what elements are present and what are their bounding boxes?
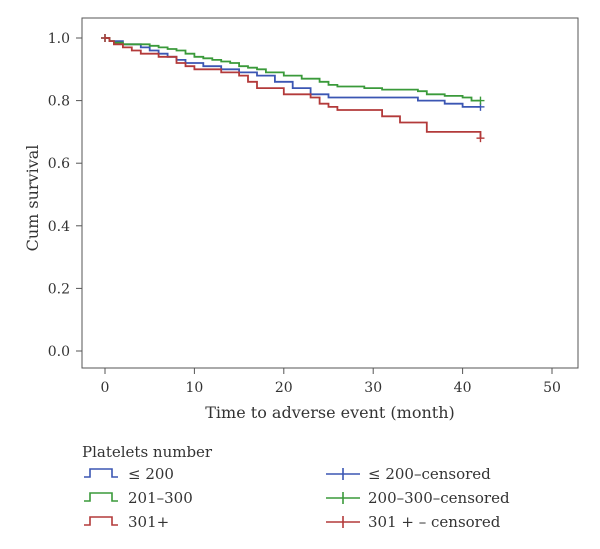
- x-tick-label: 50: [543, 380, 561, 396]
- x-tick-label: 20: [275, 380, 293, 396]
- legend-item-line-0: ≤ 200: [84, 465, 174, 483]
- series-layer: [101, 34, 485, 143]
- legend-swatch: [84, 468, 118, 478]
- y-tick-label: 0.8: [48, 94, 70, 110]
- legend-swatch: [84, 516, 118, 526]
- plot-frame: [81, 17, 579, 369]
- x-tick-label: 10: [185, 380, 203, 396]
- x-axis: 0 10 20 30 40 50: [101, 368, 561, 396]
- series-line-0: [105, 37, 481, 108]
- legend-swatch: [84, 492, 118, 502]
- legend-item-line-2: 301+: [84, 513, 169, 531]
- legend-label: 200–300–censored: [368, 489, 510, 507]
- legend-label: 301 + – censored: [368, 513, 501, 531]
- legend-item-censored-0: ≤ 200–censored: [326, 465, 491, 483]
- legend-label: ≤ 200–censored: [368, 465, 491, 483]
- legend-item-line-1: 201–300: [84, 489, 193, 507]
- legend-label: ≤ 200: [128, 465, 174, 483]
- y-tick-label: 0.6: [48, 156, 70, 172]
- x-tick-label: 0: [101, 380, 110, 396]
- censored-marker: [101, 34, 109, 42]
- x-tick-label: 40: [454, 380, 472, 396]
- legend-item-censored-1: 200–300–censored: [326, 489, 510, 507]
- y-tick-label: 0.2: [48, 281, 70, 297]
- legend-item-censored-2: 301 + – censored: [326, 513, 501, 531]
- series-line-2: [105, 37, 482, 139]
- censored-marker: [476, 96, 485, 105]
- legend: ≤ 200 201–300 301+ ≤ 200–censored 200–300–ce…: [84, 465, 510, 531]
- legend-title: Platelets number: [82, 443, 213, 461]
- legend-label: 201–300: [128, 489, 193, 507]
- y-axis-title: Cum survival: [23, 145, 42, 252]
- censored-marker: [476, 134, 485, 143]
- y-axis: 0.0 0.2 0.4 0.6 0.8 1.0: [48, 31, 82, 360]
- y-tick-label: 0.4: [48, 219, 70, 235]
- series-line-1: [105, 37, 481, 102]
- legend-label: 301+: [128, 513, 169, 531]
- x-tick-label: 30: [364, 380, 382, 396]
- y-tick-label: 0.0: [48, 344, 70, 360]
- x-axis-title: Time to adverse event (month): [205, 403, 455, 422]
- y-tick-label: 1.0: [48, 31, 70, 47]
